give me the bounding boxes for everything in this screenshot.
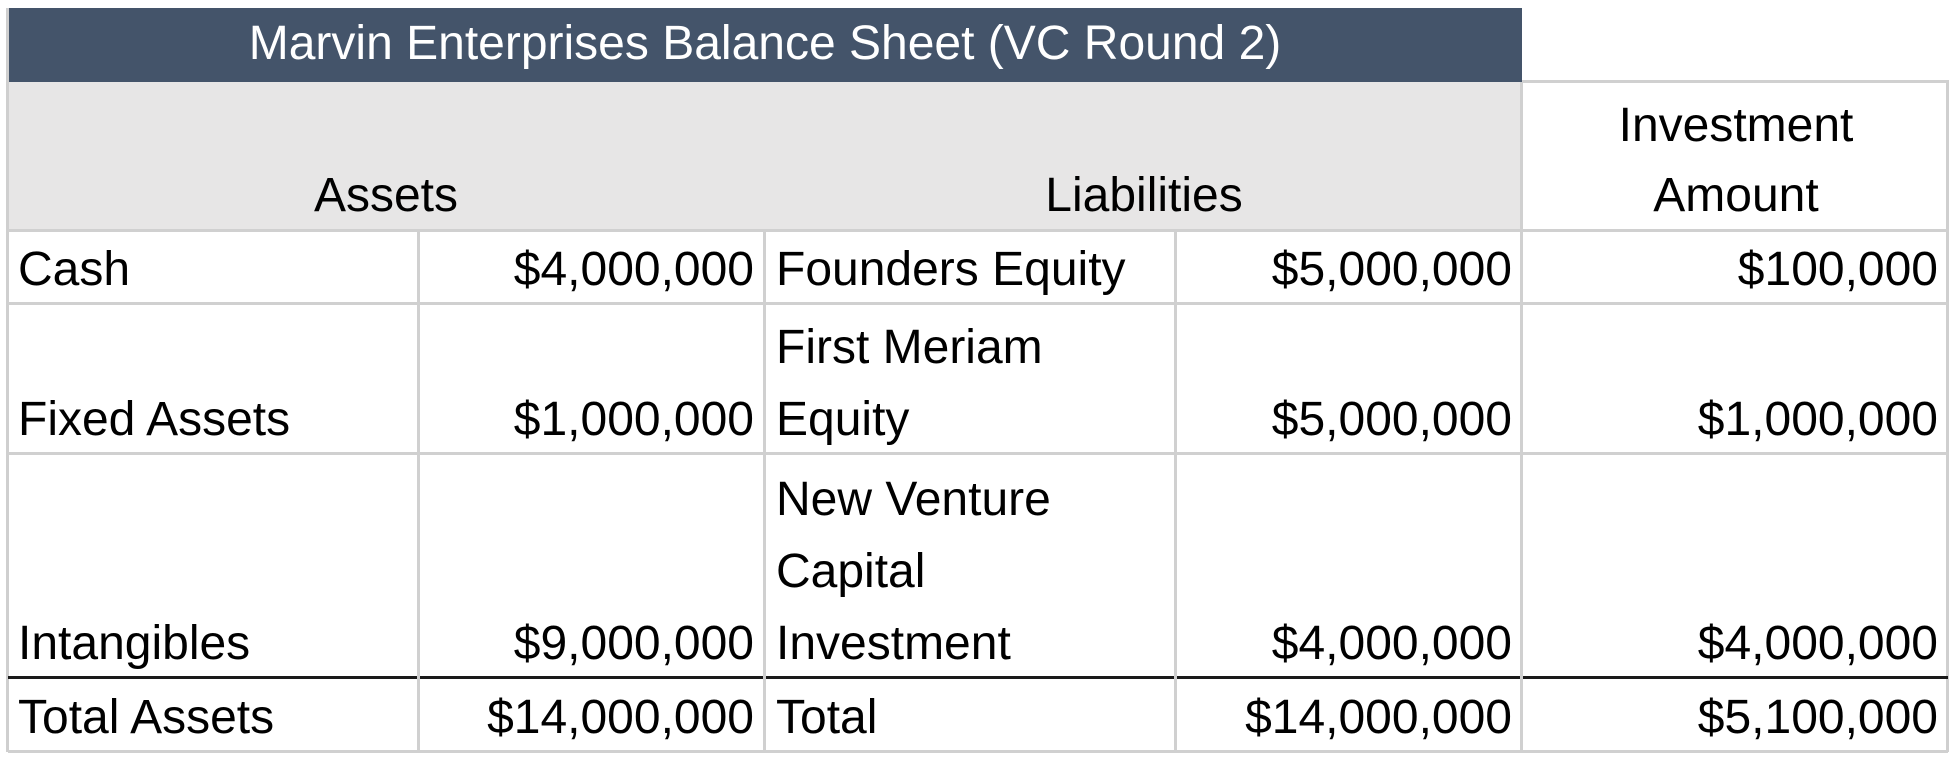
table-border-right	[1946, 80, 1949, 752]
investment-value: $1,000,000	[1697, 393, 1938, 446]
header-band	[8, 82, 1522, 230]
liability-value: $4,000,000	[1271, 617, 1512, 670]
investment-value: $100,000	[1737, 243, 1938, 296]
assets-header: Assets	[313, 169, 459, 222]
liability-label-line2: Equity	[776, 393, 910, 446]
liability-label-line2: Capital	[776, 545, 926, 598]
liability-value: $5,000,000	[1271, 243, 1512, 296]
total-assets-value: $14,000,000	[487, 691, 754, 744]
row-divider	[8, 452, 1948, 455]
column-divider	[1174, 230, 1177, 752]
liability-label-line3: Investment	[776, 617, 1011, 670]
asset-label: Intangibles	[18, 617, 251, 670]
column-divider	[1520, 82, 1523, 752]
sheet-title: Marvin Enterprises Balance Sheet (VC Rou…	[8, 8, 1522, 82]
investment-value: $4,000,000	[1697, 617, 1938, 670]
total-liabilities-label: Total	[776, 691, 878, 744]
liability-label-line1: New Venture	[776, 473, 1051, 526]
asset-label: Cash	[18, 243, 131, 296]
liability-value: $5,000,000	[1271, 393, 1512, 446]
investment-header-line2: Amount	[1653, 169, 1819, 222]
total-liabilities-value: $14,000,000	[1245, 691, 1512, 744]
investment-header-line1: Investment	[1618, 99, 1854, 152]
asset-label: Fixed Assets	[18, 393, 291, 446]
asset-value: $9,000,000	[513, 617, 754, 670]
table-border-left	[6, 8, 9, 752]
row-divider	[8, 302, 1948, 305]
total-investment-value: $5,100,000	[1697, 691, 1938, 744]
totals-divider	[8, 676, 1948, 679]
asset-value: $4,000,000	[513, 243, 754, 296]
column-divider	[417, 230, 420, 752]
liability-label-line1: First Meriam	[776, 321, 1043, 374]
liabilities-header: Liabilities	[1045, 169, 1243, 222]
row-divider	[1522, 80, 1948, 83]
asset-value: $1,000,000	[513, 393, 754, 446]
liability-label: Founders Equity	[776, 243, 1126, 296]
total-assets-label: Total Assets	[18, 691, 275, 744]
row-divider	[8, 229, 1948, 232]
column-divider	[763, 230, 766, 752]
row-divider	[8, 750, 1948, 753]
